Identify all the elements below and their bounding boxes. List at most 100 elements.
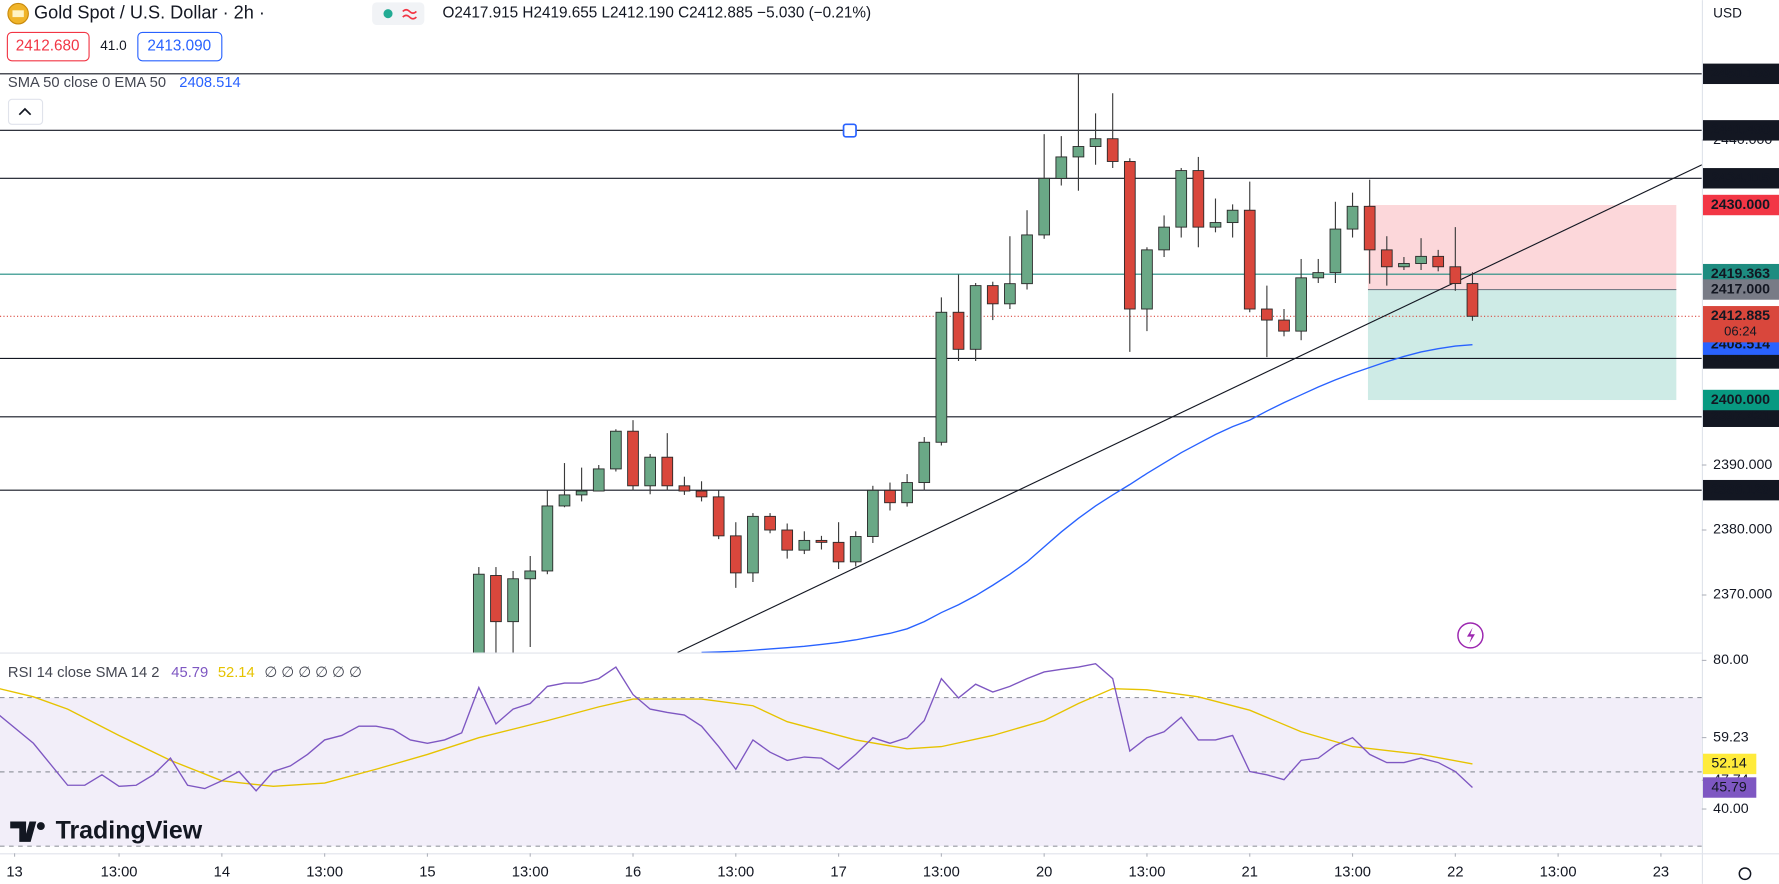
candle-body [592, 468, 605, 492]
status-pill[interactable] [372, 2, 425, 26]
level-label: 2419.363 [1711, 266, 1770, 282]
ohlc-legend: O2417.915 H2419.655 L2412.190 C2412.885 … [442, 5, 871, 22]
candle-body [935, 311, 948, 443]
candle-body [849, 536, 862, 563]
level-label: 2450.186 [1711, 66, 1770, 82]
candle-body [541, 505, 554, 572]
candle-body [1175, 170, 1188, 228]
x-tick-label: 13:00 [101, 864, 138, 880]
x-tick-label: 13:00 [1540, 864, 1577, 880]
candle-body [1295, 277, 1307, 332]
candle-body [558, 494, 571, 507]
candle-body [575, 490, 588, 496]
last-price-countdown: 06:24 [1724, 324, 1757, 339]
spread: 41.0 [100, 38, 127, 53]
candle-body [832, 541, 845, 563]
trendline [677, 164, 1702, 653]
candle-body [1243, 209, 1256, 310]
position-stop-label: 2430.000 [1711, 197, 1770, 213]
candle-body [610, 430, 622, 470]
watermark: TradingView [56, 816, 203, 844]
candle-body [524, 570, 537, 580]
x-tick-label: 23 [1653, 864, 1669, 880]
x-tick-label: 15 [419, 864, 435, 880]
level-label: 2386.129 [1711, 482, 1770, 498]
rsi-pane [0, 663, 1702, 847]
ema-line [701, 343, 1473, 653]
main-pane [0, 73, 1702, 653]
level-label: 2397.421 [1711, 409, 1770, 425]
collapse-chevron [18, 107, 32, 116]
market-open-dot [383, 9, 393, 19]
rsi-y-tick-label: 80.00 [1713, 652, 1749, 668]
candle-body [644, 456, 656, 487]
x-tick-label: 13:00 [1334, 864, 1371, 880]
candle-body [678, 485, 691, 492]
candle-body [986, 285, 999, 305]
ema-legend-value: 2408.514 [179, 75, 240, 91]
candle-body [1123, 161, 1136, 310]
candle-body [1466, 283, 1479, 317]
position-target-zone [1367, 289, 1677, 401]
collapse-button[interactable] [7, 98, 44, 125]
rsi-legend: RSI 14 close SMA 14 2 [8, 665, 160, 681]
candle-body [781, 529, 794, 551]
candle-body [969, 285, 982, 350]
last-price-label: 2412.885 [1711, 308, 1770, 324]
level-box [1702, 479, 1779, 501]
candle-body [1141, 249, 1153, 310]
candle-body [472, 573, 485, 653]
candle-body [1432, 255, 1445, 268]
x-tick-label: 13:00 [923, 864, 960, 880]
candle-body [1449, 266, 1462, 285]
rsi-line [0, 663, 1473, 792]
candle-body [1038, 177, 1051, 236]
candle-body [1261, 308, 1273, 321]
bid-box[interactable] [6, 31, 90, 62]
candle-body [901, 482, 913, 504]
symbol-title: Gold Spot / U.S. Dollar · 2h · [34, 2, 265, 22]
candle-body [1312, 272, 1325, 279]
candle-body [867, 489, 879, 537]
event-bolt [1466, 627, 1475, 644]
level-box [1702, 406, 1779, 427]
rsi-legend-empty: ∅ ∅ ∅ ∅ ∅ ∅ [264, 665, 361, 681]
candle-body [1089, 138, 1102, 147]
candle-body [1055, 156, 1068, 179]
symbol-icon-bar [12, 10, 24, 18]
currency[interactable]: USD [1713, 5, 1742, 20]
position-target-label: 2400.000 [1711, 392, 1770, 408]
candle-body [1192, 170, 1205, 228]
candle-body [1226, 209, 1239, 224]
rsi-ma-value-label: 52.14 [1711, 756, 1747, 772]
watermark-logo-dot [36, 822, 45, 831]
x-tick-label: 13:00 [512, 864, 549, 880]
x-tick-label: 13 [6, 864, 22, 880]
position-entry-label: 2417.000 [1711, 281, 1770, 297]
level-box [1702, 263, 1779, 285]
rsi-value-label: 45.79 [1711, 779, 1747, 795]
x-tick-label: 20 [1036, 864, 1052, 880]
level-box [1702, 63, 1779, 85]
candle-body [1415, 255, 1427, 264]
ask-box[interactable] [137, 31, 223, 62]
candle-body [1209, 222, 1222, 228]
x-tick-label: 17 [830, 864, 846, 880]
candle-body [747, 515, 759, 574]
candle-body [695, 490, 708, 498]
level-label: 2434.115 [1711, 170, 1769, 186]
candle-body [952, 311, 965, 350]
candle-body [507, 578, 519, 623]
x-tick-label: 13:00 [306, 864, 343, 880]
candle-body [918, 441, 931, 484]
candle-body [490, 575, 502, 623]
rsi-value-box [1702, 777, 1757, 798]
candle-body [1380, 249, 1393, 268]
level-label: 2441.490 [1711, 122, 1770, 138]
position-stop-box [1702, 194, 1779, 216]
settings-icon[interactable] [1738, 867, 1752, 881]
alert-marker[interactable] [842, 123, 857, 138]
candle-body [815, 539, 828, 543]
